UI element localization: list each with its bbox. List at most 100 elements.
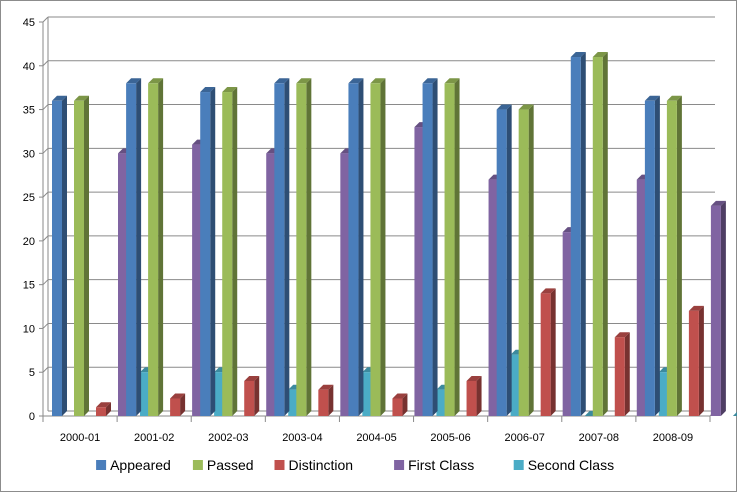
- bar-front-face: [540, 293, 551, 416]
- bar-front-face: [666, 100, 677, 417]
- bar-appeared-2002-03: [200, 87, 216, 417]
- bar-distinction-2004-05: [392, 393, 408, 416]
- bar-top-face: [518, 104, 534, 110]
- bar-top-face: [496, 104, 512, 110]
- bar-side-face: [624, 332, 630, 416]
- bar-front-face: [318, 389, 329, 416]
- bar-passed-2000-01: [74, 95, 89, 417]
- bar-top-face: [296, 78, 312, 84]
- bar-passed-2007-08: [592, 52, 608, 417]
- bar-front-face: [592, 57, 603, 417]
- bar-side-face: [358, 78, 364, 417]
- y-axis-ticks: 0 5 10 15 20 25 30 35 40 45: [23, 17, 35, 423]
- legend-swatch: [192, 460, 203, 470]
- bar-distinction-2000-01: [96, 402, 111, 416]
- bar-front-face: [52, 100, 62, 417]
- bar-side-face: [676, 95, 682, 417]
- bar-side-face: [380, 78, 386, 417]
- bar-side-face: [698, 305, 704, 416]
- legend-swatch: [513, 460, 524, 470]
- bar-side-face: [580, 52, 586, 417]
- bar-front-face: [222, 92, 233, 417]
- bar-passed-2001-02: [148, 78, 164, 417]
- bar-front-face: [244, 380, 255, 416]
- x-tick-label: 2003-04: [282, 432, 322, 444]
- x-tick-label: 2000-01: [60, 432, 100, 444]
- bar-side-face: [84, 95, 89, 417]
- bar-side-face: [528, 104, 534, 417]
- gridline-side: [42, 147, 49, 154]
- legend-swatch: [274, 460, 285, 470]
- bar-front-face: [348, 83, 359, 417]
- legend: Appeared Passed Distinction First Class Seco…: [96, 457, 614, 473]
- legend-item-passed: Passed: [192, 457, 254, 473]
- bar-front-face: [140, 372, 150, 416]
- bar-side-face: [602, 52, 608, 417]
- y-tick-label: 5: [29, 367, 35, 379]
- bar-side-face: [476, 375, 482, 416]
- bar-passed-2006-07: [518, 104, 534, 417]
- y-tick-label: 45: [23, 17, 35, 29]
- bar-top-face: [200, 87, 216, 93]
- bar-side-face: [654, 95, 660, 417]
- bar-distinction-2005-06: [466, 375, 482, 416]
- x-tick-label: 2008-09: [653, 432, 693, 444]
- bar-side-face: [136, 78, 142, 417]
- bar-appeared-2007-08: [570, 52, 586, 417]
- bar-front-face: [96, 407, 106, 416]
- bar-front-face: [200, 92, 211, 417]
- bar-side-face: [328, 384, 334, 416]
- bar-front-face: [488, 179, 499, 416]
- x-tick-label: 2004-05: [356, 432, 396, 444]
- bar-appeared-2004-05: [348, 78, 364, 417]
- legend-item-distinction: Distinction: [274, 457, 354, 473]
- bar-side-face: [62, 95, 67, 417]
- bar-front-face: [614, 337, 625, 416]
- bar-top-face: [148, 78, 164, 84]
- x-tick-label: 2005-06: [430, 432, 470, 444]
- legend-swatch: [394, 460, 405, 470]
- bar-distinction-2003-04: [318, 384, 334, 416]
- bar-passed-2004-05: [370, 78, 386, 417]
- bar-front-face: [274, 83, 285, 417]
- bar-top-face: [222, 87, 238, 93]
- gridline-side: [42, 235, 49, 242]
- bar-side-face: [232, 87, 238, 417]
- bar-front-face: [644, 100, 655, 417]
- bar-top-face: [126, 78, 142, 84]
- bar-front-face: [570, 57, 581, 417]
- bar-front-face: [266, 153, 277, 417]
- bar-top-face: [540, 288, 556, 294]
- bar-distinction-2002-03: [244, 375, 260, 416]
- bar-top-face: [74, 95, 89, 101]
- bar-front-face: [466, 380, 477, 416]
- bar-side-face: [106, 402, 111, 416]
- bar-front-face: [510, 354, 521, 416]
- bar-top-face: [710, 200, 726, 206]
- gridline-side: [42, 323, 49, 329]
- legend-item-second-class: Second Class: [513, 457, 614, 473]
- bar-front-face: [636, 179, 647, 416]
- bar-top-face: [444, 78, 460, 84]
- legend-label: Distinction: [289, 457, 354, 473]
- bar-side-face: [506, 104, 512, 417]
- bar-side-face: [158, 78, 164, 417]
- y-tick-label: 20: [23, 236, 35, 248]
- legend-swatch: [96, 460, 107, 470]
- bar-side-face: [402, 393, 408, 416]
- bar-side-face: [210, 87, 216, 417]
- bar-distinction-2007-08: [614, 332, 630, 416]
- bar-front-face: [118, 153, 128, 417]
- bar-front-face: [392, 398, 403, 416]
- gridline-side: [42, 104, 49, 110]
- bar-passed-2002-03: [222, 87, 238, 417]
- bar-appeared-2008-09: [644, 95, 660, 417]
- bar-distinction-2008-09: [688, 305, 704, 416]
- gridline-side: [42, 16, 49, 23]
- gridline-side: [42, 366, 49, 373]
- x-tick-label: 2006-07: [505, 432, 545, 444]
- bar-side-face: [432, 78, 438, 417]
- bar-side-face: [254, 375, 260, 416]
- bar-front-face: [214, 372, 225, 416]
- bar-side-face: [306, 78, 312, 417]
